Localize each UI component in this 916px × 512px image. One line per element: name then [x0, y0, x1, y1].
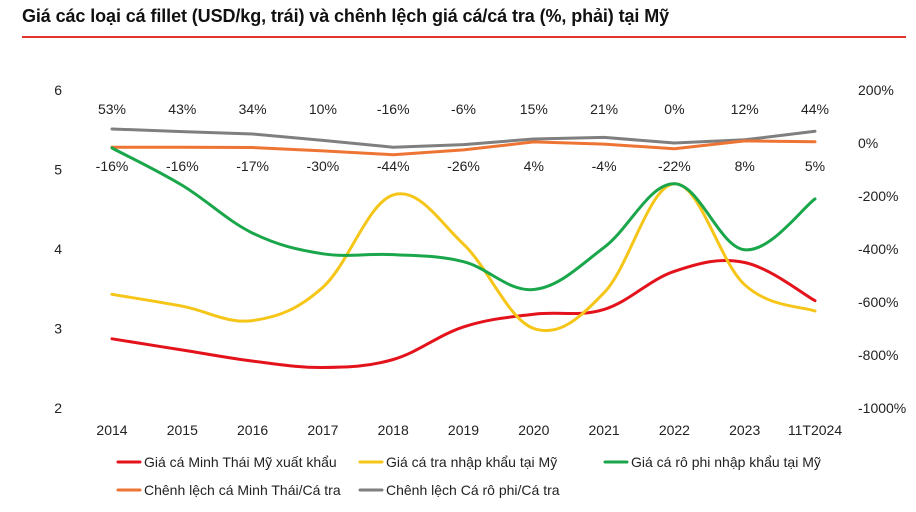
legend-label: Giá cá Minh Thái Mỹ xuất khẩu [144, 454, 337, 470]
data-label-minhThai-diff: 8% [735, 158, 755, 174]
title-underline [22, 36, 906, 38]
series-line-5 [110, 127, 817, 149]
data-label-roPhi-diff: 10% [309, 101, 337, 117]
series-line-3 [110, 146, 817, 292]
series-line-4 [110, 139, 817, 157]
data-label-roPhi-diff: 43% [168, 101, 196, 117]
legend-label: Chênh lệch Cá rô phi/Cá tra [386, 482, 560, 498]
data-label-minhThai-diff: -16% [96, 158, 129, 174]
left-axis: 2 3 4 5 6 [54, 82, 62, 416]
left-tick-label: 5 [54, 162, 62, 178]
data-label-roPhi-diff: 12% [731, 101, 759, 117]
x-tick-label: 2018 [378, 422, 409, 438]
legend-label: Chênh lệch cá Minh Thái/Cá tra [144, 482, 341, 498]
data-labels: 53% 43% 34% 10% -16% -6% 15% 21% 0% 12% 44% -16% -16… [96, 101, 829, 174]
x-tick-label: 2014 [96, 422, 127, 438]
data-label-minhThai-diff: -4% [592, 158, 617, 174]
right-tick-label: -800% [858, 347, 898, 363]
x-axis: 2014 2015 2016 2017 2018 2019 2020 2021 2022 2023… [96, 422, 842, 438]
data-label-roPhi-diff: -6% [451, 101, 476, 117]
x-tick-label: 2017 [307, 422, 338, 438]
data-label-roPhi-diff: -16% [377, 101, 410, 117]
right-tick-label: 200% [858, 82, 894, 98]
left-tick-label: 4 [54, 241, 62, 257]
x-tick-label: 2020 [518, 422, 549, 438]
left-tick-label: 6 [54, 82, 62, 98]
right-tick-label: -200% [858, 188, 898, 204]
right-tick-label: 0% [858, 135, 878, 151]
data-label-roPhi-diff: 34% [239, 101, 267, 117]
right-tick-label: -400% [858, 241, 898, 257]
series-line-1 [110, 258, 817, 370]
x-tick-label: 2015 [167, 422, 198, 438]
x-tick-label: 2023 [729, 422, 760, 438]
data-label-roPhi-diff: 53% [98, 101, 126, 117]
legend-label: Giá cá tra nhập khẩu tại Mỹ [386, 454, 557, 470]
right-axis: 200% 0% -200% -400% -600% -800% -1000% [858, 82, 906, 416]
legend: Giá cá Minh Thái Mỹ xuất khẩu Giá cá tra … [116, 454, 821, 498]
data-label-roPhi-diff: 21% [590, 101, 618, 117]
data-label-minhThai-diff: -16% [166, 158, 199, 174]
data-label-minhThai-diff: 5% [805, 158, 825, 174]
data-label-minhThai-diff: -26% [447, 158, 480, 174]
data-label-roPhi-diff: 44% [801, 101, 829, 117]
data-label-minhThai-diff: -44% [377, 158, 410, 174]
x-tick-label: 2019 [448, 422, 479, 438]
legend-label: Giá cá rô phi nhập khẩu tại Mỹ [631, 454, 821, 470]
data-label-minhThai-diff: -22% [658, 158, 691, 174]
left-tick-label: 3 [54, 321, 62, 337]
data-label-minhThai-diff: -17% [236, 158, 269, 174]
right-tick-label: -1000% [858, 400, 906, 416]
data-label-minhThai-diff: 4% [524, 158, 544, 174]
series-line-2 [110, 182, 817, 333]
x-tick-label: 2016 [237, 422, 268, 438]
x-tick-label: 2022 [659, 422, 690, 438]
right-tick-label: -600% [858, 294, 898, 310]
x-tick-label: 2021 [589, 422, 620, 438]
data-label-roPhi-diff: 0% [664, 101, 684, 117]
data-label-roPhi-diff: 15% [520, 101, 548, 117]
series-lines [110, 127, 817, 370]
x-tick-label: 11T2024 [788, 422, 842, 438]
data-label-minhThai-diff: -30% [307, 158, 340, 174]
chart-title: Giá các loại cá fillet (USD/kg, trái) và… [22, 6, 670, 26]
left-tick-label: 2 [54, 400, 62, 416]
